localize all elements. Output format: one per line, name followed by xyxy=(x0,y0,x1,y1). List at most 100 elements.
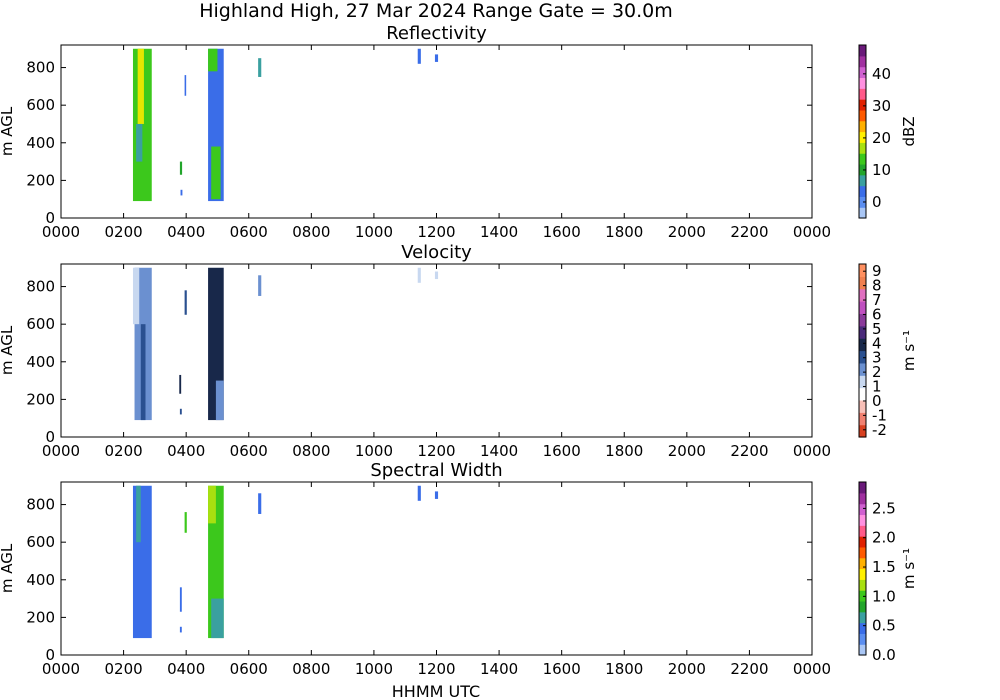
colorbar-segment xyxy=(859,633,866,645)
colorbar-tick-label: 6 xyxy=(872,305,882,323)
echo-mark xyxy=(179,408,182,415)
echo-layer xyxy=(132,485,439,639)
panel-title: Velocity xyxy=(401,242,472,263)
echo-mark xyxy=(184,75,187,96)
x-tick-label: 0400 xyxy=(167,223,205,241)
x-tick-label: 0000 xyxy=(793,442,831,460)
echo-layer xyxy=(132,48,439,202)
x-tick-label: 0000 xyxy=(793,660,831,678)
y-tick-label: 800 xyxy=(26,278,55,296)
x-tick-label: 1400 xyxy=(480,223,518,241)
colorbar-segment xyxy=(859,55,866,68)
colorbar-segment xyxy=(859,163,866,176)
x-tick-label: 1200 xyxy=(417,223,455,241)
colorbar-segment xyxy=(859,185,866,197)
x-tick-label: 1600 xyxy=(543,442,581,460)
colorbar-segment xyxy=(859,536,866,548)
echo-mark xyxy=(180,189,183,196)
colorbar-segment xyxy=(859,313,866,327)
plot-frame xyxy=(60,481,813,656)
panel-title: Spectral Width xyxy=(370,460,502,481)
colorbar-segment xyxy=(859,424,866,438)
y-axis-label: m AGL xyxy=(0,106,16,156)
colorbar-segment xyxy=(859,557,866,570)
x-tick-label: 1800 xyxy=(605,660,643,678)
colorbar-tick-label: 8 xyxy=(872,277,882,295)
y-tick-label: 0 xyxy=(45,209,55,227)
echo-mark xyxy=(132,267,140,325)
echo-mark xyxy=(208,485,216,524)
colorbar-segment xyxy=(859,568,866,580)
colorbar-segment xyxy=(859,362,866,376)
colorbar-segment xyxy=(859,375,866,389)
colorbar-segment xyxy=(859,514,866,526)
colorbar-segment xyxy=(859,109,866,122)
colorbar-tick-label: 40 xyxy=(872,65,891,83)
colorbar-segment xyxy=(859,301,866,315)
colorbar-label: dBZ xyxy=(900,116,918,146)
colorbar-label: m s⁻¹ xyxy=(900,548,918,589)
colorbar-segment xyxy=(859,77,866,89)
colorbar-segment xyxy=(859,546,866,559)
colorbar-segment xyxy=(859,99,866,111)
colorbar-tick-label: 0.0 xyxy=(872,646,896,664)
colorbar-segment xyxy=(859,276,866,290)
colorbar-segment xyxy=(859,338,866,352)
echo-mark xyxy=(140,324,146,421)
colorbar-segment xyxy=(859,492,866,505)
colorbar-segment xyxy=(859,387,866,401)
colorbar-segment xyxy=(859,611,866,624)
echo-mark xyxy=(184,290,187,315)
echo-mark xyxy=(211,598,224,639)
x-tick-label: 0400 xyxy=(167,660,205,678)
x-tick-label: 2000 xyxy=(668,223,706,241)
colorbar-segment xyxy=(859,196,866,208)
y-tick-label: 0 xyxy=(45,646,55,664)
colorbar-segment xyxy=(859,264,866,277)
colorbar-tick-label: 7 xyxy=(872,291,882,309)
x-tick-label: 1000 xyxy=(355,660,393,678)
x-tick-label: 2200 xyxy=(730,660,768,678)
echo-mark xyxy=(179,374,182,394)
y-tick-label: 200 xyxy=(26,171,55,189)
x-tick-label: 0400 xyxy=(167,442,205,460)
colorbar-tick-label: 0 xyxy=(872,193,882,211)
echo-mark xyxy=(137,48,144,124)
colorbar-segment xyxy=(859,482,866,494)
colorbar-tick-label: 5 xyxy=(872,320,882,338)
x-tick-label: 0200 xyxy=(104,223,142,241)
echo-layer xyxy=(132,267,439,421)
colorbar-tick-label: -2 xyxy=(872,421,887,439)
echo-mark xyxy=(434,54,439,62)
x-tick-label: 1800 xyxy=(605,442,643,460)
echo-mark xyxy=(179,626,182,633)
x-tick-label: 1600 xyxy=(543,223,581,241)
colorbar-segment xyxy=(859,644,866,656)
colorbar-segment xyxy=(859,131,866,143)
colorbar-segment xyxy=(859,66,866,79)
colorbar-tick-label: 1.0 xyxy=(872,587,896,605)
colorbar-tick-label: 9 xyxy=(872,262,882,280)
colorbar-segment xyxy=(859,350,866,364)
x-tick-label: 2200 xyxy=(730,442,768,460)
colorbar-segment xyxy=(859,622,866,634)
echo-mark xyxy=(179,587,182,612)
colorbar-tick-label: 2.0 xyxy=(872,529,896,547)
x-tick-label: 0000 xyxy=(42,223,80,241)
echo-mark xyxy=(417,267,421,283)
echo-mark xyxy=(132,485,152,639)
colorbar-segment xyxy=(859,600,866,613)
colorbar-segment xyxy=(859,120,866,133)
y-tick-label: 800 xyxy=(26,59,55,77)
y-axis-label: m AGL xyxy=(0,543,16,593)
y-tick-label: 800 xyxy=(26,496,55,514)
echo-mark xyxy=(258,275,262,296)
y-axis-label: m AGL xyxy=(0,325,16,375)
colorbar-segment xyxy=(859,45,866,57)
echo-mark xyxy=(208,48,218,72)
plot-frame xyxy=(60,263,813,438)
